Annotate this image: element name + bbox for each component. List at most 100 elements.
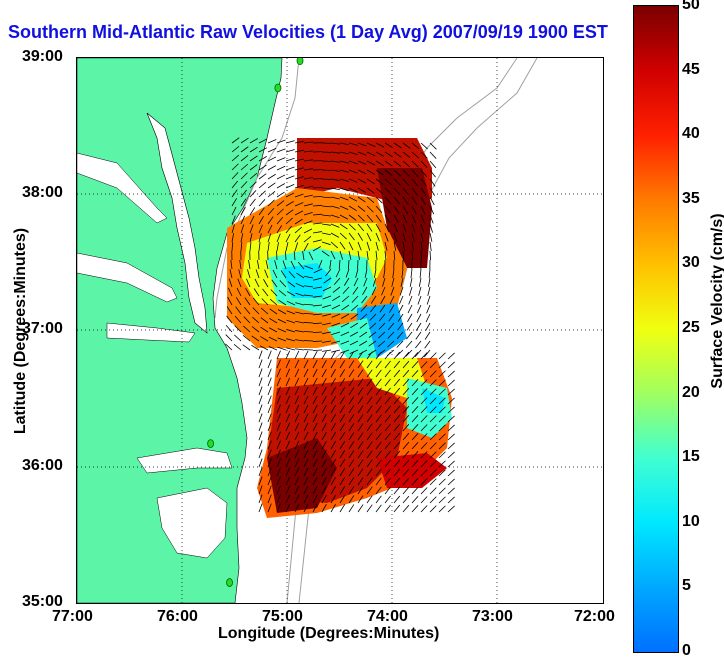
colorbar-tick-label: 15 (682, 448, 700, 466)
velocity-vector (448, 380, 455, 386)
velocity-vector (417, 314, 421, 322)
velocity-vector (376, 496, 381, 503)
velocity-vector (313, 341, 322, 342)
velocity-vector (268, 369, 271, 377)
velocity-vector (430, 242, 431, 251)
velocity-vector (426, 323, 430, 331)
velocity-vector (448, 470, 455, 476)
velocity-vector (259, 504, 262, 512)
x-tick-label: 73:00 (472, 608, 513, 626)
velocity-vector (399, 305, 403, 313)
velocity-vector (234, 335, 241, 341)
velocity-vector (416, 323, 421, 331)
velocity-vector (430, 506, 436, 512)
velocity-vector (408, 305, 412, 313)
velocity-vector (420, 269, 421, 278)
velocity-vector (259, 174, 266, 179)
y-axis-title: Latitude (Degrees:Minutes) (12, 228, 30, 434)
y-tick-label: 36:00 (22, 457, 63, 475)
velocity-vector (426, 314, 430, 322)
velocity-vector (304, 322, 313, 323)
velocity-vector (295, 349, 304, 350)
velocity-vector (406, 332, 412, 339)
velocity-vector (411, 269, 412, 278)
x-axis-title: Longitude (Degrees:Minutes) (218, 625, 439, 643)
velocity-vector (403, 496, 409, 503)
velocity-vector (403, 487, 409, 494)
velocity-vector (385, 505, 391, 512)
velocity-vector (349, 504, 354, 512)
velocity-vector (385, 352, 391, 359)
velocity-vector (412, 505, 418, 512)
velocity-vector (259, 459, 262, 467)
velocity-vector (415, 341, 421, 348)
velocity-vector (427, 305, 430, 313)
velocity-vector (407, 314, 412, 322)
velocity-vector (385, 496, 391, 503)
velocity-vector (412, 487, 418, 494)
velocity-vector (439, 479, 445, 485)
velocity-vector (243, 345, 250, 350)
velocity-vector (313, 351, 317, 359)
velocity-vector (286, 176, 294, 179)
velocity-vector (348, 260, 349, 269)
velocity-vector (268, 351, 271, 359)
velocity-vector (268, 174, 276, 179)
velocity-vector (259, 360, 262, 368)
velocity-vector (406, 341, 412, 348)
velocity-vector (268, 396, 271, 404)
velocity-vector (259, 351, 262, 359)
velocity-vector (448, 506, 455, 512)
velocity-vector (277, 351, 280, 359)
velocity-vector (259, 441, 262, 449)
velocity-vector (448, 497, 455, 503)
map-title: Southern Mid-Atlantic Raw Velocities (1 … (8, 22, 608, 43)
velocity-vector (418, 296, 421, 304)
velocity-vector (448, 443, 455, 449)
velocity-vector (428, 278, 430, 287)
velocity-vector (286, 141, 295, 143)
velocity-vector (304, 351, 308, 359)
velocity-vector (406, 350, 412, 356)
velocity-vector (417, 305, 421, 313)
velocity-vector (313, 187, 322, 188)
velocity-vector (234, 344, 241, 350)
velocity-vector (448, 362, 455, 368)
velocity-vector (259, 432, 262, 440)
velocity-vector (259, 450, 262, 458)
velocity-vector (421, 496, 427, 503)
velocity-vector (277, 175, 285, 179)
velocity-vector (226, 335, 232, 341)
velocity-vector (322, 170, 331, 171)
station-north (297, 58, 303, 65)
station-cape-henlopen (275, 84, 281, 92)
velocity-vector (277, 166, 285, 170)
velocity-vector (286, 348, 295, 350)
velocity-vector (358, 505, 363, 512)
x-tick-label: 74:00 (367, 608, 408, 626)
velocity-vector (268, 387, 271, 395)
velocity-vector (427, 296, 430, 305)
velocity-vector (439, 488, 445, 494)
velocity-vector (407, 323, 412, 330)
colorbar-tick-label: 30 (682, 254, 700, 272)
map-svg (77, 58, 603, 603)
velocity-vector (439, 506, 445, 512)
colorbar-tick-label: 5 (682, 577, 691, 595)
velocity-vector (394, 352, 400, 359)
velocity-vector (409, 296, 412, 304)
velocity-vector (268, 166, 276, 170)
velocity-vector (448, 488, 455, 494)
velocity-vector (430, 497, 436, 503)
velocity-vector (421, 487, 427, 494)
map-plot-area (76, 57, 604, 604)
velocity-vector (421, 505, 427, 512)
velocity-vector (226, 325, 232, 332)
velocity-vector (394, 505, 400, 512)
station-hatteras-north (208, 440, 214, 448)
colorbar-tick-label: 50 (682, 0, 700, 14)
velocity-vector (259, 423, 262, 431)
velocity-vector (429, 269, 430, 278)
velocity-vector (367, 505, 372, 512)
velocity-vector (448, 353, 455, 359)
